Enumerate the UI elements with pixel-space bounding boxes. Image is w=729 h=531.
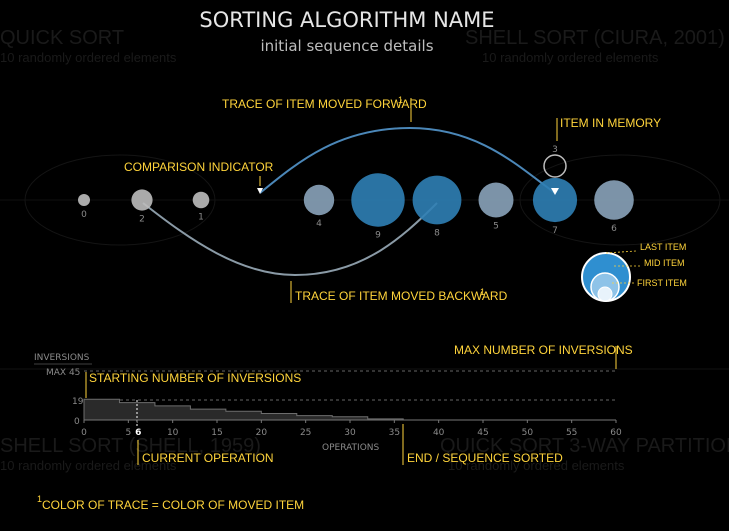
bg-title-shell-shell: SHELL SORT (SHELL, 1959) — [0, 435, 261, 457]
legend-last-item-label: LAST ITEM — [640, 242, 686, 252]
sequence-item-label-8: 8 — [434, 228, 440, 238]
annotation-current-operation: CURRENT OPERATION — [142, 451, 274, 465]
annotation-trace-forward-sup: 1 — [398, 95, 403, 105]
sequence-item-label-4: 4 — [316, 219, 322, 229]
legend-leader — [605, 250, 637, 254]
annotation-max-inversions: MAX NUMBER OF INVERSIONS — [454, 343, 633, 357]
legend-mid-item-label: MID ITEM — [644, 258, 685, 268]
x-ticks: 0 5 6 10 15 20 25 30 35 40 45 50 55 60 — [81, 420, 622, 438]
sequence-item-label-7: 7 — [552, 226, 558, 236]
annotation-trace-forward: TRACE OF ITEM MOVED FORWARD — [222, 97, 427, 111]
annotation-item-in-memory: ITEM IN MEMORY — [560, 116, 661, 130]
annotation-trace-backward-sup: 1 — [480, 287, 485, 297]
bg-subtitle-quick-sort: 10 randomly ordered elements — [0, 50, 177, 65]
legend-first-item-label: FIRST ITEM — [637, 278, 687, 288]
legend-first-item — [597, 286, 613, 302]
annotation-trace-backward: TRACE OF ITEM MOVED BACKWARD — [295, 289, 508, 303]
sequence-items: 0 2 1 4 9 8 5 7 6 — [78, 173, 634, 241]
y-tick-max: MAX 45 — [46, 368, 80, 378]
bg-title-quick-3way: QUICK SORT 3-WAY PARTITION — [440, 435, 729, 457]
x-tick-label: 30 — [344, 428, 356, 438]
sequence-item-2 — [131, 189, 153, 211]
sequence-item-7 — [532, 177, 578, 223]
chart-xlabel: OPERATIONS — [322, 443, 380, 453]
sequence-item-8 — [412, 175, 462, 225]
sequence-item-9 — [351, 173, 405, 227]
inversions-area-group — [83, 398, 404, 421]
bg-title-quick-sort: QUICK SORT — [0, 27, 124, 49]
x-tick-label: 10 — [167, 428, 179, 438]
trace-forward-line — [259, 126, 556, 194]
footnote-mark: 1 — [37, 494, 42, 504]
bg-title-shell-ciura: SHELL SORT (CIURA, 2001) — [465, 27, 725, 49]
x-tick-label: 0 — [81, 428, 87, 438]
x-tick-label: 60 — [610, 428, 622, 438]
x-tick-label: 40 — [433, 428, 445, 438]
footnote-text: COLOR OF TRACE = COLOR OF MOVED ITEM — [42, 498, 304, 512]
x-tick-label: 20 — [256, 428, 268, 438]
x-tick-label: 25 — [300, 428, 311, 438]
chart-ylabel: INVERSIONS — [34, 353, 90, 363]
comparison-indicator-left — [257, 188, 263, 194]
sequence-item-label-0: 0 — [81, 210, 87, 220]
item-size-legend: LAST ITEM MID ITEM FIRST ITEM — [581, 242, 687, 302]
sequence-item-6 — [594, 180, 634, 220]
x-tick-label: 15 — [211, 428, 222, 438]
x-tick-label: 45 — [477, 428, 488, 438]
x-tick-label: 55 — [566, 428, 577, 438]
x-tick-label: 50 — [522, 428, 534, 438]
sequence-item-label-1: 1 — [198, 212, 204, 222]
y-tick-0: 0 — [74, 417, 80, 427]
sequence-item-label-2: 2 — [139, 215, 145, 225]
x-tick-label: 5 — [125, 428, 131, 438]
trace-backward-line — [142, 202, 438, 277]
sequence-item-1 — [192, 191, 210, 209]
bg-subtitle-shell-shell: 10 randomly ordered elements — [0, 458, 177, 473]
sequence-item-label-9: 9 — [375, 231, 381, 241]
sequence-item-label-6: 6 — [611, 224, 617, 234]
sequence-item-5 — [478, 182, 514, 218]
page-title: SORTING ALGORITHM NAME — [199, 8, 494, 32]
bg-subtitle-quick-3way: 10 randomly ordered elements — [448, 458, 625, 473]
background-labels: QUICK SORT 10 randomly ordered elements … — [0, 27, 729, 473]
comparison-indicator-right — [551, 188, 559, 195]
x-tick-label: 6 — [135, 428, 141, 438]
sequence-item-4 — [303, 184, 335, 216]
annotation-comparison-indicator: COMPARISON INDICATOR — [124, 160, 274, 174]
memory-item-circle — [543, 154, 567, 178]
x-tick-label: 35 — [389, 428, 400, 438]
inversions-chart: INVERSIONS MAX 45 19 0 0 5 6 10 15 20 25 30 35 40… — [34, 353, 622, 453]
annotation-end-sorted: END / SEQUENCE SORTED — [407, 451, 563, 465]
bg-subtitle-shell-ciura: 10 randomly ordered elements — [482, 50, 659, 65]
memory-item-label: 3 — [552, 145, 558, 155]
page-subtitle: initial sequence details — [260, 37, 433, 55]
sequence-item-0 — [78, 194, 90, 206]
inversions-area — [83, 398, 404, 421]
annotation-starting-inversions: STARTING NUMBER OF INVERSIONS — [89, 371, 301, 385]
sequence-item-label-5: 5 — [493, 222, 499, 232]
y-tick-19: 19 — [72, 397, 84, 407]
